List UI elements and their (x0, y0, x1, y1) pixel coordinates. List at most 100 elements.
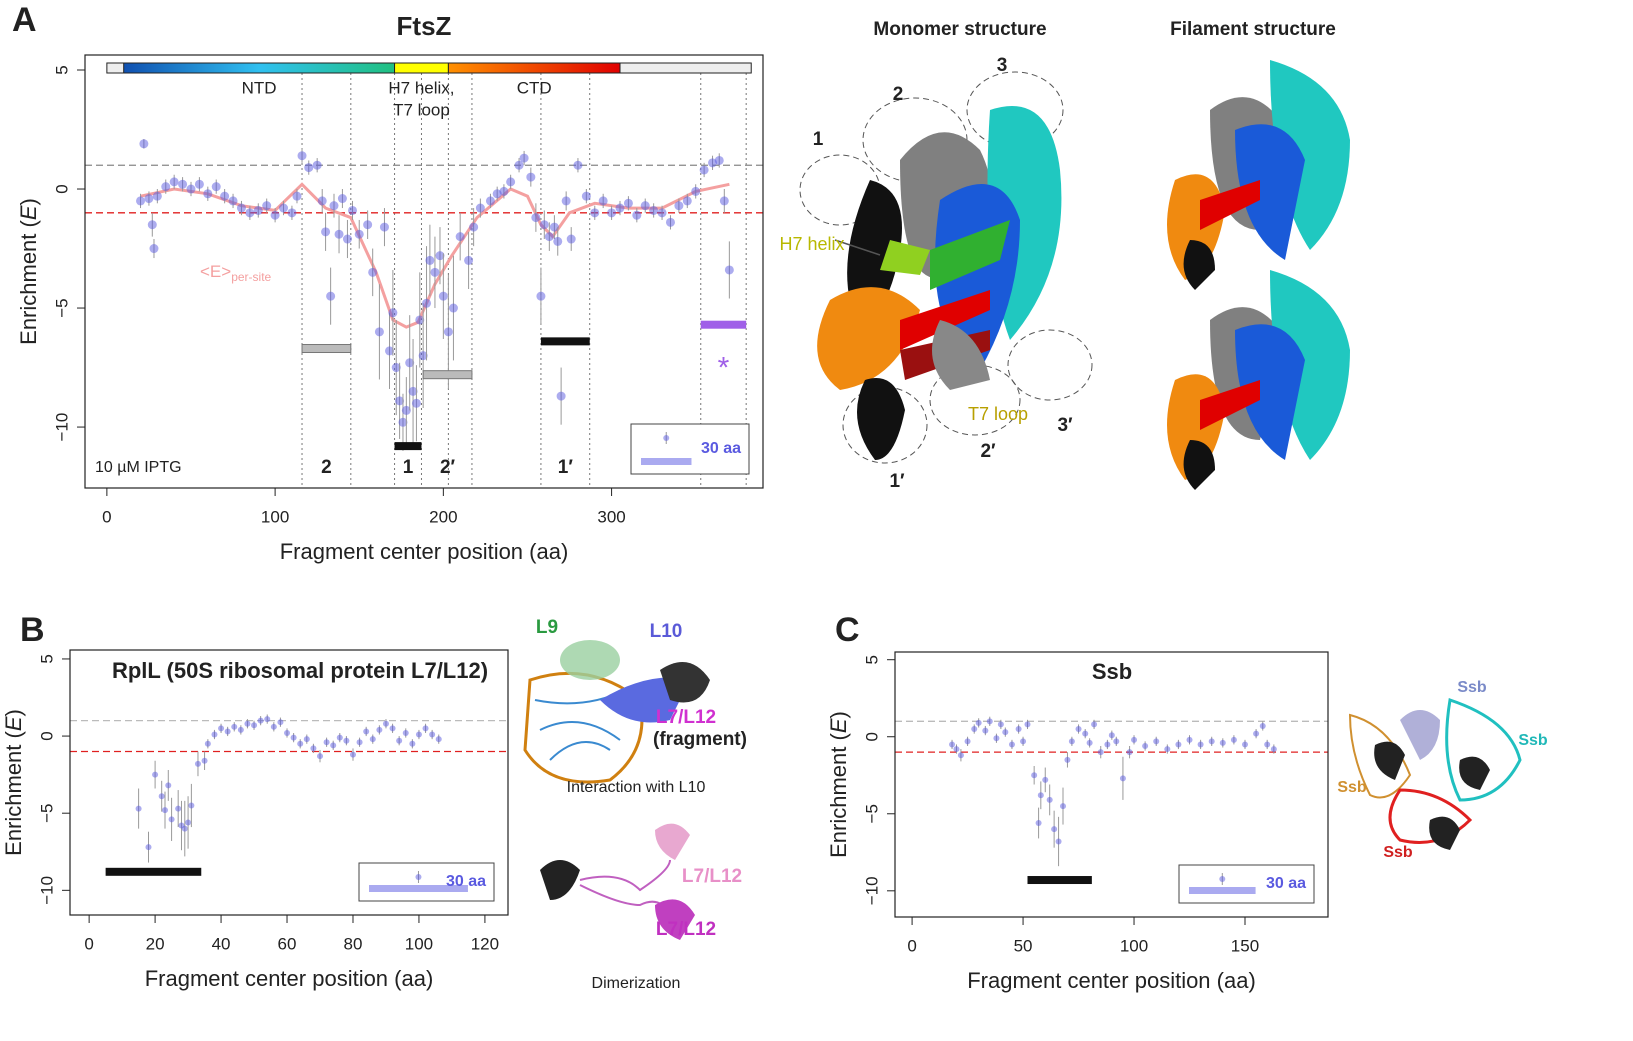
chain (1400, 710, 1440, 760)
data-point (1037, 792, 1044, 799)
ribbon (1183, 440, 1215, 490)
data-point (623, 198, 633, 208)
x-tick-label: 60 (278, 934, 297, 953)
data-point (953, 746, 960, 753)
region-label: 2 (893, 84, 904, 105)
data-point (374, 327, 384, 337)
data-point (161, 182, 171, 192)
data-point (640, 201, 650, 211)
pointer-arrow (834, 239, 881, 256)
data-point (986, 718, 993, 725)
domain-label: H7 helix, (388, 78, 454, 97)
filament-structure (1167, 60, 1350, 490)
data-point (136, 196, 146, 206)
protein-l9 (560, 640, 620, 680)
data-point (1068, 738, 1075, 745)
data-point (531, 213, 541, 223)
y-axis-label-part: Enrichment ( (16, 219, 41, 344)
region-label: 2 (321, 457, 332, 478)
structure-label: L9 (536, 617, 558, 638)
data-point (317, 753, 324, 760)
data-point (682, 196, 692, 206)
data-point (186, 184, 196, 194)
region-label: 1 (403, 457, 414, 478)
data-point (632, 210, 642, 220)
data-point (1219, 739, 1226, 746)
data-point (418, 351, 428, 361)
data-point (539, 220, 549, 230)
data-point (549, 222, 559, 232)
data-point (590, 208, 600, 218)
dimer-structure (540, 823, 695, 940)
data-point (201, 757, 208, 764)
per-site-label: <E>per-site (200, 262, 272, 284)
data-point (1055, 838, 1062, 845)
data-point (1113, 738, 1120, 745)
scale-bar (1189, 887, 1256, 894)
data-point (1020, 738, 1027, 745)
data-point (290, 734, 297, 741)
y-axis-label: Enrichment (E) (16, 198, 41, 345)
data-point (665, 217, 675, 227)
region-label: 3 (997, 55, 1008, 76)
data-point (220, 191, 230, 201)
data-point (1164, 746, 1171, 753)
data-point (270, 210, 280, 220)
data-point (297, 740, 304, 747)
data-point (402, 729, 409, 736)
data-point (448, 303, 458, 313)
data-point (139, 139, 149, 149)
data-point (336, 734, 343, 741)
data-point (323, 739, 330, 746)
scale-point (1219, 876, 1226, 882)
data-point (251, 722, 258, 729)
x-tick-label: 20 (146, 934, 165, 953)
x-tick-label: 40 (212, 934, 231, 953)
x-tick-label: 80 (344, 934, 363, 953)
y-axis-label-part: E (826, 718, 851, 733)
data-point (303, 736, 310, 743)
data-point (203, 189, 213, 199)
data-point (317, 196, 327, 206)
data-point (997, 721, 1004, 728)
structure-label: Ssb (1337, 779, 1367, 796)
data-point (385, 346, 395, 356)
data-point (975, 719, 982, 726)
data-point (1119, 775, 1126, 782)
panel-letter: C (835, 611, 860, 649)
data-point (415, 731, 422, 738)
data-point (1091, 721, 1098, 728)
region-outline (929, 364, 1021, 436)
data-point (526, 172, 536, 182)
data-point (982, 727, 989, 734)
domain-label: T7 loop (393, 100, 450, 119)
data-point (435, 736, 442, 743)
data-point (455, 232, 465, 242)
y-axis-label-part: ) (16, 198, 41, 205)
data-point (262, 201, 272, 211)
data-point (1046, 796, 1053, 803)
data-point (566, 234, 576, 244)
region-bar (394, 442, 422, 451)
data-point (312, 160, 322, 170)
data-point (443, 327, 453, 337)
data-point (561, 196, 571, 206)
region-label: 3′ (1057, 415, 1073, 436)
data-point (211, 731, 218, 738)
data-point (211, 182, 221, 192)
data-point (391, 363, 401, 373)
data-point (334, 229, 344, 239)
data-point (165, 782, 172, 789)
structure-title: Monomer structure (873, 19, 1046, 40)
data-point (342, 234, 352, 244)
domain (447, 62, 621, 74)
data-point (168, 816, 175, 823)
data-point (304, 163, 314, 173)
data-point (330, 742, 337, 749)
per-site-label-main: <E> (200, 262, 231, 281)
x-tick-label: 0 (102, 507, 111, 526)
data-point (363, 220, 373, 230)
y-tick-label: −10 (52, 413, 71, 442)
data-point (145, 844, 152, 851)
data-point (245, 208, 255, 218)
